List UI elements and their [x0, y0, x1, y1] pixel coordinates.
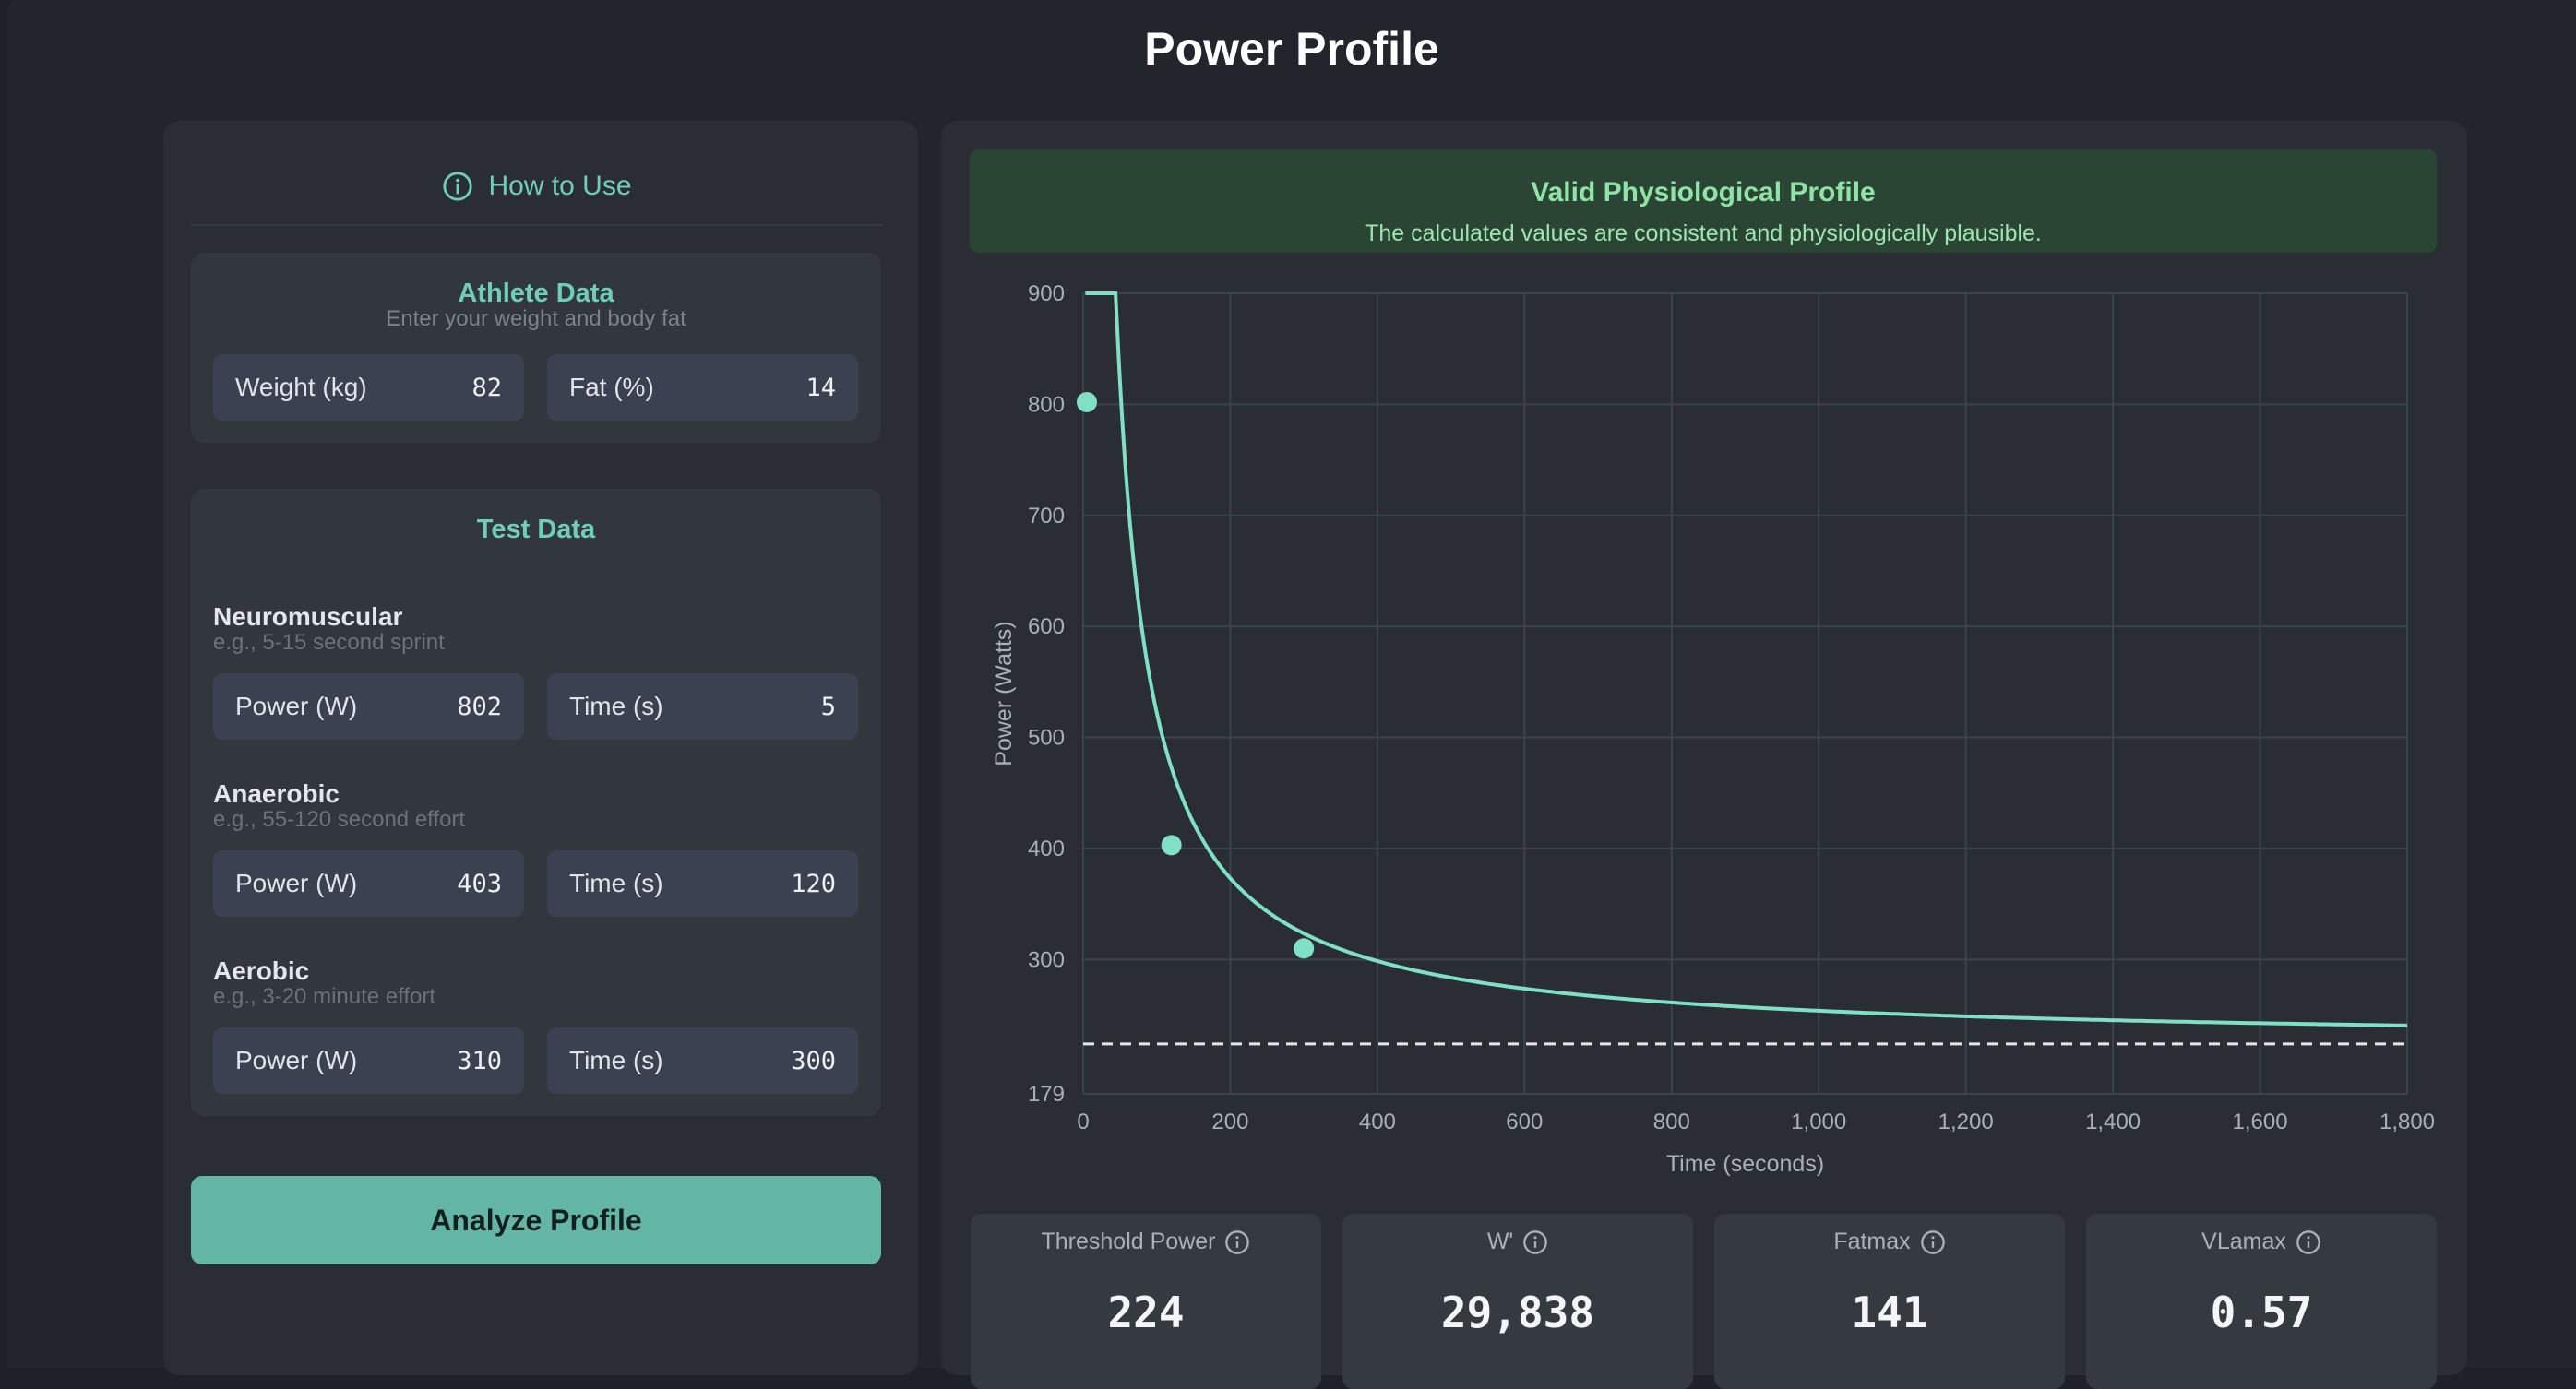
- x-axis-ticks: 0 200 400 600 800 1,000 1,200 1,400 1,600 1,800: [1077, 1110, 2435, 1134]
- chart-grid: [1082, 292, 2408, 1095]
- threshold-power-label: Threshold Power: [971, 1229, 1321, 1255]
- time-value: 300: [791, 1046, 836, 1075]
- vlamax-label: VLamax: [2086, 1229, 2437, 1255]
- athlete-data-card: Athlete Data Enter your weight and body …: [191, 253, 881, 443]
- test-points-group: [1076, 391, 1315, 959]
- info-icon[interactable]: [1224, 1229, 1250, 1255]
- fatmax-value: 141: [1851, 1288, 1928, 1337]
- metric-label: Fatmax: [1833, 1229, 1911, 1254]
- power-curve-group: [1085, 291, 2408, 1027]
- x-tick-label: 1,800: [2379, 1110, 2435, 1134]
- power-label: Power (W): [235, 869, 358, 897]
- neuromuscular-time-field[interactable]: Time (s) 5: [547, 673, 858, 740]
- fat-field[interactable]: Fat (%) 14: [547, 354, 858, 421]
- app-window: Power Profile How to Use Athlete Data En…: [7, 0, 2576, 1389]
- neuromuscular-heading: Neuromuscular: [213, 602, 403, 631]
- results-panel: Valid Physiological Profile The calculat…: [941, 121, 2467, 1375]
- time-label: Time (s): [569, 1046, 663, 1074]
- power-value: 310: [457, 1046, 502, 1075]
- test-point[interactable]: [1161, 835, 1182, 856]
- metric-label: Threshold Power: [1041, 1229, 1216, 1254]
- x-tick-label: 1,400: [2085, 1110, 2141, 1134]
- input-panel: How to Use Athlete Data Enter your weigh…: [163, 121, 918, 1375]
- status-message: The calculated values are consistent and…: [1365, 220, 2042, 246]
- anaerobic-hint: e.g., 55-120 second effort: [213, 807, 466, 832]
- y-tick-label: 400: [1028, 837, 1065, 861]
- anaerobic-power-field[interactable]: Power (W) 403: [213, 850, 524, 917]
- y-tick-label: 179: [1028, 1082, 1065, 1107]
- threshold-power-card: Threshold Power 224: [971, 1214, 1321, 1389]
- w-prime-value: 29,838: [1440, 1288, 1595, 1337]
- info-icon[interactable]: [1522, 1229, 1548, 1255]
- page-title: Power Profile: [1144, 23, 1439, 75]
- y-tick-label: 600: [1028, 614, 1065, 639]
- anaerobic-time-field[interactable]: Time (s) 120: [547, 850, 858, 917]
- athlete-data-title: Athlete Data: [458, 279, 614, 308]
- y-tick-label: 900: [1028, 281, 1065, 306]
- fat-label: Fat (%): [569, 373, 654, 401]
- x-tick-label: 1,000: [1791, 1110, 1846, 1134]
- y-axis-ticks: 179 300 400 500 600 700 800 900: [1028, 281, 1065, 1107]
- power-duration-curve: [1085, 291, 2408, 1027]
- time-label: Time (s): [569, 869, 663, 897]
- weight-value: 82: [471, 373, 502, 402]
- x-axis-label: Time (seconds): [1666, 1151, 1824, 1177]
- anaerobic-heading: Anaerobic: [213, 779, 340, 808]
- w-prime-card: W' 29,838: [1342, 1214, 1693, 1389]
- y-tick-label: 700: [1028, 504, 1065, 528]
- test-point[interactable]: [1076, 391, 1097, 412]
- y-tick-label: 500: [1028, 726, 1065, 751]
- weight-label: Weight (kg): [235, 373, 367, 401]
- fatmax-label: Fatmax: [1714, 1229, 2065, 1255]
- x-tick-label: 1,600: [2233, 1110, 2288, 1134]
- power-label: Power (W): [235, 1046, 358, 1074]
- power-value: 802: [457, 692, 502, 721]
- test-data-card: Test Data Neuromuscular e.g., 5-15 secon…: [191, 489, 881, 1116]
- y-tick-label: 800: [1028, 392, 1065, 417]
- aerobic-power-field[interactable]: Power (W) 310: [213, 1027, 524, 1094]
- aerobic-hint: e.g., 3-20 minute effort: [213, 984, 436, 1009]
- time-label: Time (s): [569, 692, 663, 720]
- power-duration-chart: 0 200 400 600 800 1,000 1,200 1,400 1,600 1,800 1…: [991, 281, 2435, 1177]
- athlete-data-subtitle: Enter your weight and body fat: [386, 306, 686, 331]
- how-to-use-link[interactable]: How to Use: [191, 148, 883, 226]
- power-label: Power (W): [235, 692, 358, 720]
- vlamax-card: VLamax 0.57: [2086, 1214, 2437, 1389]
- info-icon[interactable]: [1920, 1229, 1946, 1255]
- fatmax-card: Fatmax 141: [1714, 1214, 2065, 1389]
- threshold-power-value: 224: [1107, 1288, 1185, 1337]
- metric-label: VLamax: [2201, 1229, 2286, 1254]
- metric-label: W': [1486, 1229, 1514, 1254]
- neuromuscular-hint: e.g., 5-15 second sprint: [213, 630, 445, 655]
- x-tick-label: 800: [1653, 1110, 1690, 1134]
- status-title: Valid Physiological Profile: [1531, 177, 1876, 208]
- neuromuscular-power-field[interactable]: Power (W) 802: [213, 673, 524, 740]
- fat-value: 14: [805, 373, 836, 402]
- x-tick-label: 200: [1211, 1110, 1248, 1134]
- how-to-use-label: How to Use: [488, 171, 632, 201]
- aerobic-time-field[interactable]: Time (s) 300: [547, 1027, 858, 1094]
- time-value: 5: [820, 692, 836, 721]
- x-tick-label: 600: [1506, 1110, 1543, 1134]
- status-banner: Valid Physiological Profile The calculat…: [970, 149, 2437, 253]
- time-value: 120: [791, 869, 836, 898]
- x-tick-label: 0: [1077, 1110, 1089, 1134]
- x-tick-label: 1,200: [1938, 1110, 1994, 1134]
- weight-field[interactable]: Weight (kg) 82: [213, 354, 524, 421]
- info-icon: [443, 172, 473, 201]
- w-prime-label: W': [1342, 1229, 1693, 1255]
- x-tick-label: 400: [1359, 1110, 1396, 1134]
- vlamax-value: 0.57: [2210, 1288, 2313, 1337]
- test-point[interactable]: [1294, 938, 1315, 959]
- y-axis-label: Power (Watts): [991, 621, 1017, 766]
- aerobic-heading: Aerobic: [213, 956, 310, 985]
- y-tick-label: 300: [1028, 947, 1065, 972]
- analyze-profile-button[interactable]: Analyze Profile: [191, 1176, 881, 1264]
- info-icon[interactable]: [2296, 1229, 2321, 1255]
- power-value: 403: [457, 869, 502, 898]
- test-data-title: Test Data: [476, 515, 596, 544]
